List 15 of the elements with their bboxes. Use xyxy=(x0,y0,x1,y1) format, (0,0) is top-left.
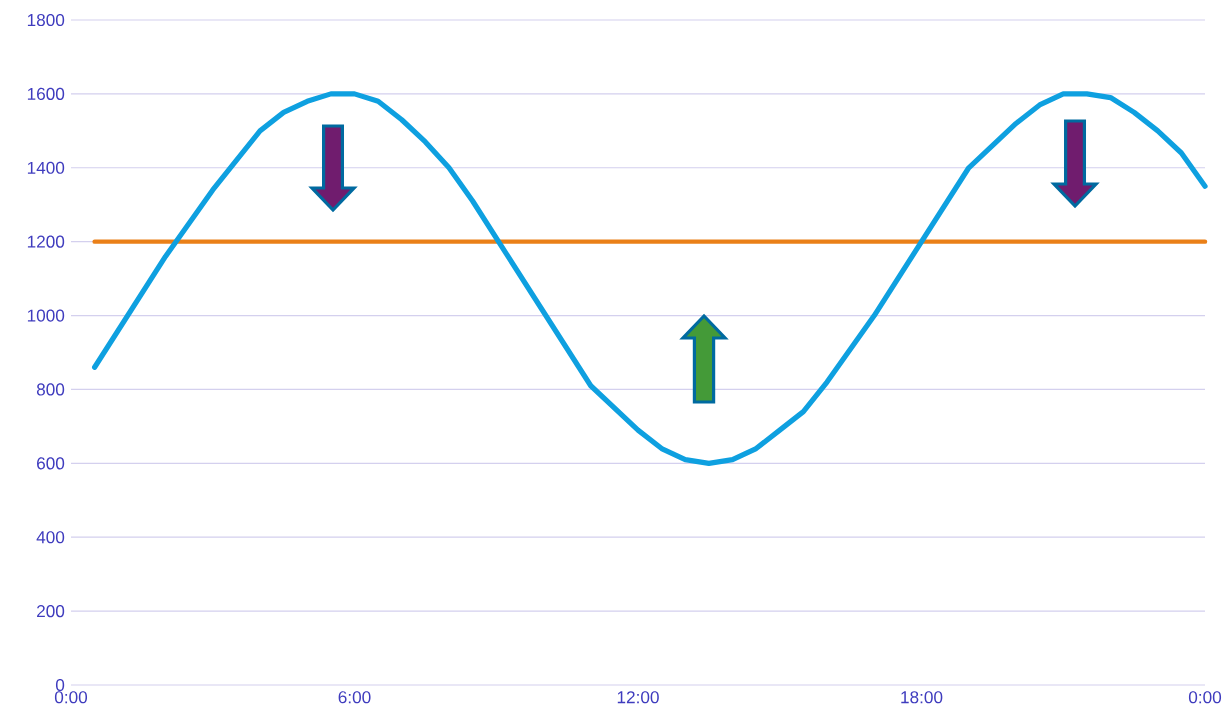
y-tick-label: 0 xyxy=(55,678,65,692)
x-tick-label: 0:00 xyxy=(1188,691,1222,704)
y-tick-label: 1000 xyxy=(27,309,65,322)
y-tick-label: 800 xyxy=(36,383,65,396)
x-tick-label: 18:00 xyxy=(901,691,943,704)
y-tick-label: 200 xyxy=(37,605,65,618)
y-tick-label: 1600 xyxy=(27,87,65,100)
x-tick-label: 0:00 xyxy=(54,691,88,704)
y-tick-label: 600 xyxy=(37,457,65,470)
x-tick-label: 12:00 xyxy=(617,691,659,704)
y-tick-label: 1400 xyxy=(27,161,65,174)
x-tick-label: 6:00 xyxy=(338,691,371,704)
y-tick-label: 400 xyxy=(36,531,65,544)
y-tick-label: 1200 xyxy=(27,235,65,248)
y-tick-label: 1800 xyxy=(27,13,65,27)
